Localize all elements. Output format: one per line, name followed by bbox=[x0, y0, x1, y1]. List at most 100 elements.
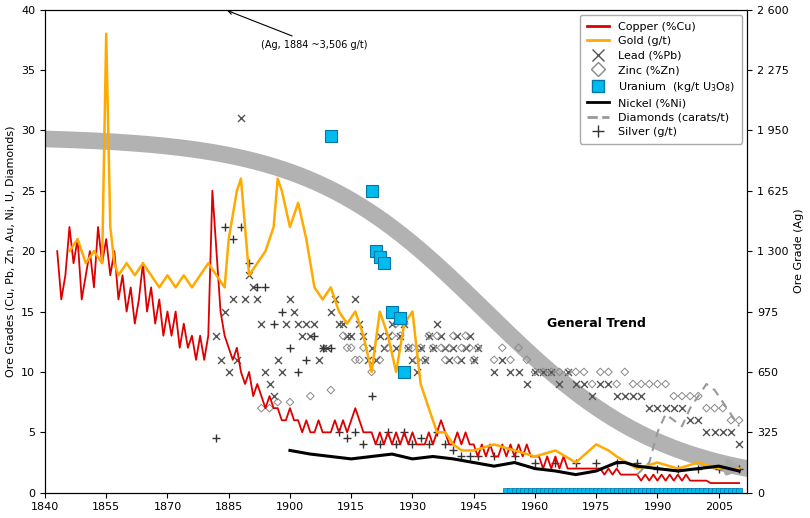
Point bbox=[586, 392, 599, 400]
Point bbox=[496, 343, 509, 352]
Point bbox=[643, 380, 656, 388]
Point bbox=[602, 487, 615, 495]
Point bbox=[361, 356, 374, 364]
Point bbox=[643, 487, 656, 495]
Point bbox=[720, 487, 733, 495]
Point bbox=[247, 283, 260, 292]
Point bbox=[549, 458, 562, 467]
Point bbox=[349, 295, 362, 304]
Point bbox=[332, 428, 345, 437]
Point bbox=[700, 487, 713, 495]
Point bbox=[520, 356, 533, 364]
Point bbox=[353, 320, 366, 328]
Point bbox=[692, 416, 705, 424]
Point bbox=[332, 320, 345, 328]
Point bbox=[345, 343, 358, 352]
Point bbox=[643, 404, 656, 412]
Point bbox=[516, 487, 529, 495]
Point bbox=[733, 465, 746, 473]
Point bbox=[724, 428, 737, 437]
Point bbox=[300, 320, 313, 328]
Point bbox=[659, 487, 672, 495]
Point bbox=[578, 380, 590, 388]
Point bbox=[565, 487, 578, 495]
Point bbox=[528, 458, 541, 467]
Point bbox=[410, 368, 423, 376]
Point bbox=[692, 465, 705, 473]
Point bbox=[569, 487, 582, 495]
Point bbox=[234, 223, 247, 231]
Point bbox=[418, 356, 431, 364]
Point bbox=[532, 487, 545, 495]
Point bbox=[463, 343, 476, 352]
Point bbox=[733, 440, 746, 449]
Point bbox=[467, 356, 480, 364]
Point bbox=[626, 380, 639, 388]
Point bbox=[716, 404, 729, 412]
Point bbox=[561, 368, 574, 376]
Point bbox=[394, 332, 407, 340]
Point bbox=[426, 343, 439, 352]
Point bbox=[488, 368, 501, 376]
Point bbox=[234, 114, 247, 122]
Point bbox=[296, 332, 309, 340]
Point bbox=[463, 332, 476, 340]
Point bbox=[696, 487, 709, 495]
Point bbox=[651, 465, 664, 473]
Point bbox=[655, 487, 668, 495]
Point bbox=[684, 416, 697, 424]
Point bbox=[626, 487, 639, 495]
Point bbox=[708, 487, 721, 495]
Point bbox=[467, 356, 480, 364]
Point bbox=[316, 343, 329, 352]
Point bbox=[455, 452, 468, 461]
Point bbox=[357, 332, 370, 340]
Point bbox=[251, 295, 264, 304]
Point bbox=[226, 295, 239, 304]
Point bbox=[496, 356, 509, 364]
Point bbox=[451, 332, 464, 340]
Point bbox=[422, 332, 435, 340]
Point bbox=[443, 356, 456, 364]
Point bbox=[667, 404, 680, 412]
Point bbox=[292, 320, 305, 328]
Point bbox=[712, 465, 725, 473]
Point bbox=[324, 307, 337, 315]
Point bbox=[590, 458, 603, 467]
Point bbox=[733, 487, 746, 495]
Point bbox=[406, 356, 419, 364]
Point bbox=[659, 380, 672, 388]
Point bbox=[275, 368, 288, 376]
Point bbox=[255, 320, 268, 328]
Point bbox=[635, 380, 648, 388]
Point bbox=[394, 313, 407, 322]
Point bbox=[716, 487, 729, 495]
Point bbox=[365, 343, 378, 352]
Point bbox=[365, 392, 378, 400]
Point bbox=[267, 392, 280, 400]
Point bbox=[328, 295, 341, 304]
Point bbox=[610, 458, 623, 467]
Legend: Copper (%Cu), Gold (g/t), Lead (%Pb), Zinc (%Zn), Uranium  (kg/t U$_3$O$_8$), Ni: Copper (%Cu), Gold (g/t), Lead (%Pb), Zi… bbox=[580, 15, 742, 143]
Point bbox=[500, 487, 513, 495]
Point bbox=[390, 343, 403, 352]
Point bbox=[267, 320, 280, 328]
Point bbox=[684, 392, 697, 400]
Point bbox=[700, 404, 713, 412]
Y-axis label: Ore Grades (Cu, Pb, Zn, Au, Ni, U, Diamonds): Ore Grades (Cu, Pb, Zn, Au, Ni, U, Diamo… bbox=[6, 125, 15, 377]
Point bbox=[382, 343, 394, 352]
Point bbox=[676, 392, 688, 400]
Point bbox=[553, 368, 566, 376]
Point bbox=[528, 487, 541, 495]
Point bbox=[434, 343, 447, 352]
Point bbox=[324, 132, 337, 140]
Point bbox=[410, 356, 423, 364]
Point bbox=[402, 343, 415, 352]
Point bbox=[414, 343, 427, 352]
Point bbox=[341, 343, 354, 352]
Point bbox=[284, 398, 296, 406]
Text: (Ag, 1884 ~3,506 g/t): (Ag, 1884 ~3,506 g/t) bbox=[228, 11, 368, 50]
Point bbox=[263, 380, 276, 388]
Point bbox=[557, 487, 570, 495]
Point bbox=[541, 487, 554, 495]
